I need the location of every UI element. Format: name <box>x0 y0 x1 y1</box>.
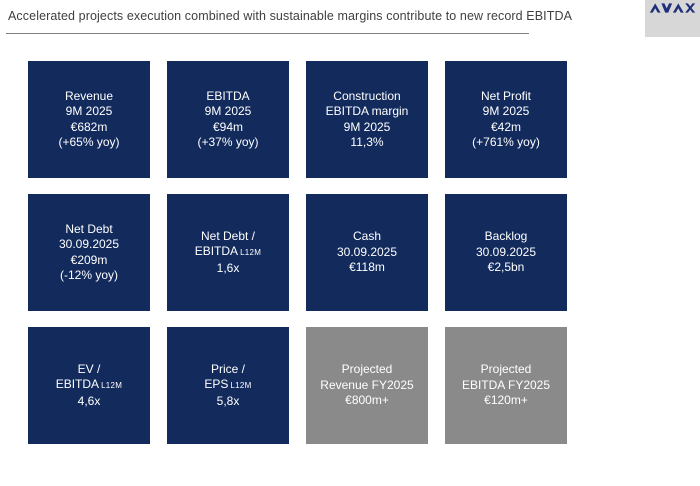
kpi-line-subscript: L12M <box>240 248 262 258</box>
kpi-tile-text: Projected EBITDA FY2025 €120m+ <box>462 362 550 409</box>
kpi-tile-text: Net Profit 9M 2025 €42m (+761% yoy) <box>472 89 540 151</box>
kpi-tile: Net Profit 9M 2025 €42m (+761% yoy) <box>445 61 567 178</box>
kpi-line: €42m <box>490 119 521 134</box>
kpi-tile: Revenue 9M 2025 €682m (+65% yoy) <box>28 61 150 178</box>
kpi-tile-text: Backlog 30.09.2025 €2,5bn <box>476 229 536 276</box>
kpi-line: Revenue FY2025 <box>320 377 414 392</box>
kpi-tile-text: Net Debt / EBITDA L12M 1,6x <box>195 229 262 277</box>
kpi-line: 9M 2025 <box>204 104 252 118</box>
kpi-line: EBITDA L12M <box>55 377 123 392</box>
slide-title: Accelerated projects execution combined … <box>8 9 573 23</box>
kpi-line: €682m <box>70 119 108 134</box>
kpi-tile-text: EV / EBITDA L12M 4,6x <box>56 362 123 410</box>
kpi-line: Net Profit <box>480 88 531 103</box>
kpi-line: EBITDA margin <box>325 104 409 118</box>
kpi-line: 9M 2025 <box>65 104 113 118</box>
kpi-line: 11,3% <box>350 135 384 149</box>
kpi-tile-text: Price / EPS L12M 5,8x <box>204 362 251 410</box>
title-underline <box>6 33 529 34</box>
kpi-tile: Projected Revenue FY2025 €800m+ <box>306 327 428 444</box>
kpi-line: Projected <box>480 362 532 377</box>
kpi-tile: Price / EPS L12M 5,8x <box>167 327 289 444</box>
kpi-tile: Cash 30.09.2025 €118m <box>306 194 428 311</box>
kpi-tile-text: EBITDA 9M 2025 €94m (+37% yoy) <box>197 89 258 151</box>
kpi-tile-text: Revenue 9M 2025 €682m (+65% yoy) <box>58 89 119 151</box>
kpi-line: EPS L12M <box>204 377 252 392</box>
kpi-line: EBITDA L12M <box>194 244 262 259</box>
kpi-line-subscript: L12M <box>101 381 123 391</box>
kpi-tile: Projected EBITDA FY2025 €120m+ <box>445 327 567 444</box>
kpi-line: €120m+ <box>484 393 528 408</box>
avax-logo-icon <box>649 3 696 13</box>
kpi-line: Cash <box>352 229 381 244</box>
kpi-tile-text: Net Debt 30.09.2025 €209m (-12% yoy) <box>59 222 119 284</box>
kpi-line: Net Debt <box>65 221 113 236</box>
kpi-line: €800m+ <box>345 393 389 408</box>
kpi-line: Revenue <box>64 88 114 103</box>
kpi-tile-text: Projected Revenue FY2025 €800m+ <box>320 362 413 409</box>
kpi-line-subscript: L12M <box>230 381 252 391</box>
kpi-tile-text: Cash 30.09.2025 €118m <box>337 229 397 276</box>
kpi-tile: Construction EBITDA margin 9M 2025 11,3% <box>306 61 428 178</box>
kpi-line: Projected <box>341 362 393 377</box>
kpi-line: €118m <box>349 260 385 275</box>
kpi-line: EBITDA FY2025 <box>461 377 551 392</box>
kpi-line: 4,6x <box>77 393 101 408</box>
kpi-line: 9M 2025 <box>482 104 530 118</box>
kpi-line: Construction <box>333 88 401 103</box>
kpi-line: Net Debt / <box>200 228 256 243</box>
kpi-line: 30.09.2025 <box>58 237 120 251</box>
kpi-line: EV / <box>77 361 101 376</box>
kpi-line: €2,5bn <box>487 260 525 275</box>
kpi-tile: EBITDA 9M 2025 €94m (+37% yoy) <box>167 61 289 178</box>
kpi-line: Backlog <box>484 229 528 244</box>
kpi-line: 1,6x <box>216 260 240 275</box>
kpi-line: €94m <box>212 119 244 134</box>
kpi-line: 30.09.2025 <box>475 244 537 259</box>
kpi-line: Price / <box>210 361 245 376</box>
kpi-line: EBITDA <box>206 88 250 103</box>
kpi-tile: Backlog 30.09.2025 €2,5bn <box>445 194 567 311</box>
kpi-line: (-12% yoy) <box>59 268 118 282</box>
kpi-line: (+37% yoy) <box>197 135 259 149</box>
avax-logo <box>645 0 700 37</box>
kpi-line: 9M 2025 <box>343 119 391 134</box>
kpi-line: €209m <box>70 252 108 267</box>
kpi-line: 5,8x <box>216 393 240 408</box>
kpi-line: (+761% yoy) <box>472 135 540 149</box>
kpi-grid: Revenue 9M 2025 €682m (+65% yoy) EBITDA 9M 20… <box>28 61 567 444</box>
kpi-tile: Net Debt 30.09.2025 €209m (-12% yoy) <box>28 194 150 311</box>
kpi-line: (+65% yoy) <box>58 135 120 149</box>
kpi-tile: EV / EBITDA L12M 4,6x <box>28 327 150 444</box>
kpi-tile: Net Debt / EBITDA L12M 1,6x <box>167 194 289 311</box>
kpi-line: 30.09.2025 <box>336 244 398 259</box>
kpi-tile-text: Construction EBITDA margin 9M 2025 11,3% <box>326 89 409 151</box>
